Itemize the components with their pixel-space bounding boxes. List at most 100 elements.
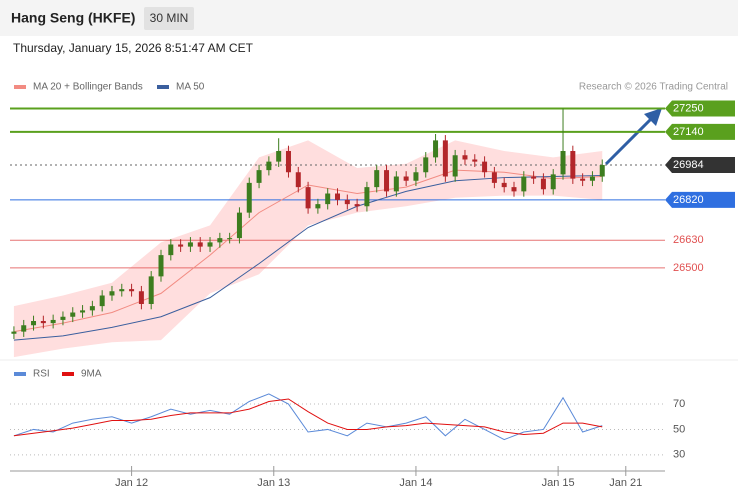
candle-body xyxy=(540,178,546,190)
level-label: 26630 xyxy=(673,234,704,246)
candle-body xyxy=(187,242,193,247)
trend-arrow xyxy=(604,112,658,166)
level-box xyxy=(665,157,735,174)
candle-body xyxy=(168,244,174,256)
candle-body xyxy=(599,165,605,177)
candle-body xyxy=(344,199,350,205)
legend-swatch xyxy=(14,85,26,89)
level-label: 27250 xyxy=(673,102,704,114)
candle-body xyxy=(50,319,56,324)
legend-swatch xyxy=(157,85,169,89)
candle-body xyxy=(207,242,213,247)
legend-label: MA 20 + Bollinger Bands xyxy=(33,82,143,93)
level-box xyxy=(665,191,735,208)
legend-swatch xyxy=(62,372,74,376)
candle-body xyxy=(570,151,576,179)
candle-body xyxy=(589,176,595,181)
candle-body xyxy=(482,161,488,173)
candle-body xyxy=(511,187,517,192)
interval-badge xyxy=(144,7,194,30)
candle-body xyxy=(550,174,556,190)
candle-body xyxy=(413,172,419,181)
candle-body xyxy=(364,187,370,207)
candle-body xyxy=(70,312,76,317)
candle-body xyxy=(452,155,458,177)
candle-body xyxy=(580,178,586,181)
x-tick-label: Jan 21 xyxy=(609,477,642,489)
level-box xyxy=(665,100,735,117)
x-tick-label: Jan 13 xyxy=(257,477,290,489)
header-bar xyxy=(0,0,738,36)
level-label: 26500 xyxy=(673,262,704,274)
candle-body xyxy=(423,157,429,173)
level-label: 26820 xyxy=(673,194,704,206)
candle-body xyxy=(560,151,566,175)
y-tick-label: 30 xyxy=(673,449,685,461)
candle-body xyxy=(89,306,95,311)
candle-body xyxy=(99,295,105,307)
candle-body xyxy=(246,182,252,213)
legend-label: MA 50 xyxy=(176,82,205,93)
candle-body xyxy=(119,289,125,292)
candle-body xyxy=(148,276,154,304)
legend-label: 9MA xyxy=(81,369,102,380)
candle-body xyxy=(531,176,537,179)
candle-body xyxy=(256,170,262,183)
legend-swatch xyxy=(14,372,26,376)
indicator-line xyxy=(13,393,603,441)
candle-body xyxy=(31,321,37,326)
indicator-line xyxy=(13,398,603,437)
candle-body xyxy=(40,321,46,324)
candle-body xyxy=(442,140,448,177)
level-box xyxy=(665,123,735,140)
level-label: 27140 xyxy=(673,126,704,138)
candle-body xyxy=(501,182,507,188)
chart-title: Hang Seng (HKFE) xyxy=(11,10,135,26)
x-tick-label: Jan 14 xyxy=(399,477,432,489)
level-label: 26984 xyxy=(673,159,704,171)
candle-body xyxy=(138,291,144,304)
candle-body xyxy=(433,140,439,158)
candle-body xyxy=(305,187,311,209)
candle-body xyxy=(285,151,291,173)
candle-body xyxy=(393,176,399,192)
candle-body xyxy=(354,204,360,207)
candle-body xyxy=(491,172,497,183)
timestamp: Thursday, January 15, 2026 8:51:47 AM CE… xyxy=(13,41,254,55)
candle-body xyxy=(315,204,321,209)
y-tick-label: 50 xyxy=(673,423,685,435)
candle-body xyxy=(266,161,272,171)
candle-body xyxy=(403,176,409,181)
candle-body xyxy=(11,331,17,334)
candle-body xyxy=(129,289,135,292)
candle-body xyxy=(80,310,86,313)
credit: Research © 2026 Trading Central xyxy=(579,82,728,93)
x-tick-label: Jan 15 xyxy=(542,477,575,489)
candle-body xyxy=(384,170,390,192)
candle-body xyxy=(60,316,66,320)
x-tick-label: Jan 12 xyxy=(115,477,148,489)
candle-body xyxy=(335,193,340,200)
bollinger-band xyxy=(13,140,603,358)
candle-body xyxy=(462,155,468,160)
candle-body xyxy=(178,244,184,247)
candle-body xyxy=(158,255,164,277)
candle-body xyxy=(21,325,27,332)
legend-label: RSI xyxy=(33,369,50,380)
candle-body xyxy=(109,291,115,296)
candle-body xyxy=(374,170,380,188)
candle-body xyxy=(236,212,242,239)
candle-body xyxy=(325,193,331,205)
candle-body xyxy=(276,151,282,162)
interval: 30 MIN xyxy=(150,11,189,25)
candle-body xyxy=(227,238,233,240)
candle-body xyxy=(472,159,478,162)
arrow-head xyxy=(644,108,662,126)
candle-body xyxy=(295,172,301,188)
candle-body xyxy=(217,238,223,243)
candle-body xyxy=(521,176,527,192)
y-tick-label: 70 xyxy=(673,398,685,410)
candle-body xyxy=(197,242,203,247)
